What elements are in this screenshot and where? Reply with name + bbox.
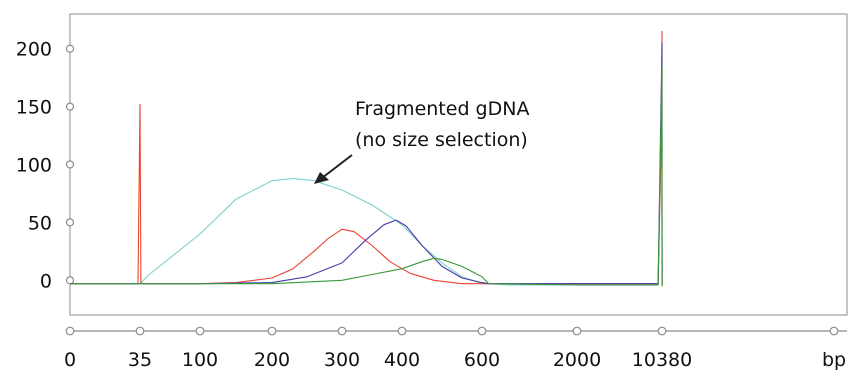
y-tick-label: 50 xyxy=(28,212,52,234)
x-tick-marker xyxy=(267,326,277,336)
x-tick-label: 0 xyxy=(64,349,76,371)
annotation-arrow-head xyxy=(314,172,329,184)
y-tick-label: 100 xyxy=(16,155,52,177)
x-tick-marker xyxy=(135,326,145,336)
x-tick-label: 100 xyxy=(182,349,218,371)
annotation: Fragmented gDNA (no size selection) xyxy=(314,98,529,184)
y-tick-marker xyxy=(65,160,75,169)
y-tick-marker xyxy=(65,44,75,53)
annotation-line-1: Fragmented gDNA xyxy=(355,98,529,120)
x-tick-marker xyxy=(397,326,407,336)
annotation-line-2: (no size selection) xyxy=(355,129,528,151)
x-unit-label: bp xyxy=(822,349,846,371)
x-tick-marker xyxy=(572,326,582,336)
x-tick-label: 400 xyxy=(384,349,420,371)
x-tick-label: 300 xyxy=(324,349,360,371)
x-tick-label: 35 xyxy=(128,349,152,371)
y-axis: 0 50 100 150 200 xyxy=(16,39,75,292)
x-tick-marker xyxy=(65,326,75,336)
x-tick-label: 200 xyxy=(254,349,290,371)
series-line-2 xyxy=(70,30,663,287)
annotation-arrow-shaft xyxy=(321,154,353,179)
series-line-3 xyxy=(70,42,663,285)
x-tick-marker xyxy=(657,326,667,336)
y-tick-marker xyxy=(65,218,75,227)
x-tick-marker xyxy=(337,326,347,336)
x-tick-marker xyxy=(195,326,205,336)
x-tick-marker xyxy=(477,326,487,336)
x-axis: 0 35 100 200 300 400 600 2000 10380 xyxy=(64,326,839,371)
x-tick-marker-end xyxy=(829,326,839,336)
y-tick-label: 150 xyxy=(16,97,52,119)
y-tick-label: 200 xyxy=(16,39,52,61)
x-tick-label: 2000 xyxy=(553,349,601,371)
series-layer xyxy=(70,30,663,287)
y-tick-marker xyxy=(65,276,75,285)
series-line-4 xyxy=(70,65,663,287)
y-tick-marker xyxy=(65,102,75,111)
x-tick-label: 600 xyxy=(464,349,500,371)
y-tick-label: 0 xyxy=(40,270,52,292)
x-tick-label: 10380 xyxy=(632,349,692,371)
plot-frame xyxy=(69,13,848,316)
